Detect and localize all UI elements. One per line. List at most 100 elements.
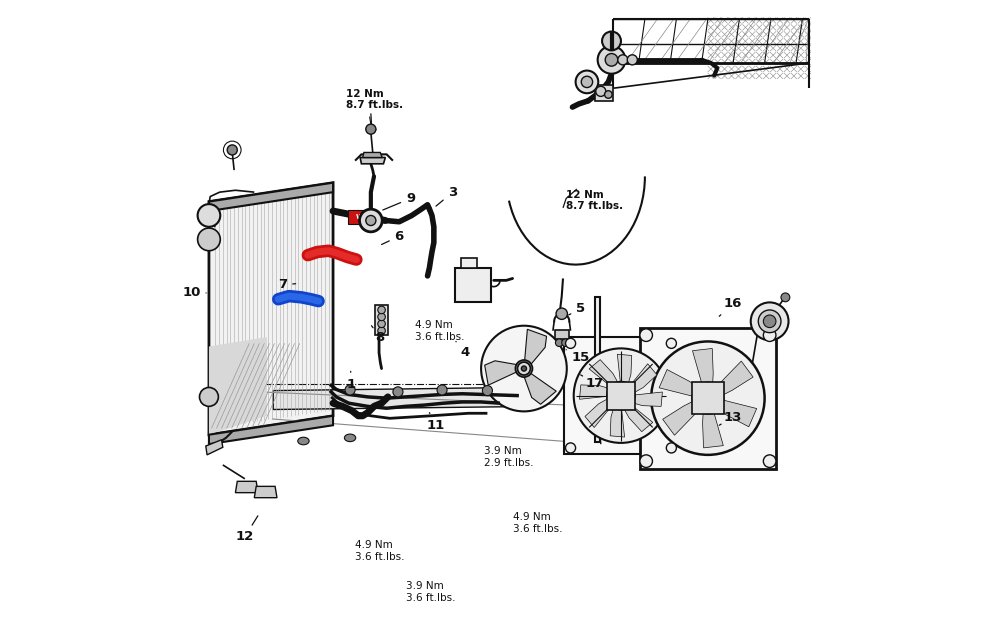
- Polygon shape: [209, 183, 333, 435]
- Polygon shape: [692, 348, 713, 391]
- Circle shape: [481, 326, 567, 411]
- Polygon shape: [360, 158, 385, 164]
- Text: 16: 16: [719, 297, 742, 316]
- Text: 9: 9: [383, 192, 415, 210]
- Circle shape: [651, 341, 765, 455]
- Circle shape: [562, 339, 569, 346]
- Circle shape: [199, 387, 218, 406]
- Text: 12 Nm
8.7 ft.lbs.: 12 Nm 8.7 ft.lbs.: [566, 190, 623, 211]
- Bar: [594, 297, 600, 442]
- Polygon shape: [703, 406, 723, 448]
- Circle shape: [700, 390, 716, 406]
- Circle shape: [345, 385, 355, 395]
- Polygon shape: [713, 361, 753, 398]
- Bar: [564, 337, 678, 454]
- Circle shape: [614, 389, 628, 403]
- Polygon shape: [610, 401, 625, 437]
- Text: 15: 15: [566, 350, 590, 364]
- Circle shape: [666, 338, 676, 348]
- Ellipse shape: [344, 434, 356, 442]
- Circle shape: [627, 55, 637, 65]
- Polygon shape: [617, 354, 632, 391]
- Text: 4.9 Nm
3.6 ft.lbs.: 4.9 Nm 3.6 ft.lbs.: [513, 512, 562, 534]
- Text: 3.9 Nm
3.6 ft.lbs.: 3.9 Nm 3.6 ft.lbs.: [406, 581, 455, 603]
- Circle shape: [378, 320, 385, 328]
- Circle shape: [198, 204, 220, 227]
- Text: 4.9 Nm
3.6 ft.lbs.: 4.9 Nm 3.6 ft.lbs.: [415, 320, 464, 341]
- Circle shape: [515, 360, 533, 377]
- Circle shape: [763, 455, 776, 467]
- Ellipse shape: [298, 437, 309, 445]
- Circle shape: [781, 293, 790, 302]
- Polygon shape: [589, 360, 621, 391]
- Text: 10: 10: [182, 287, 206, 299]
- Polygon shape: [525, 329, 547, 365]
- Text: 12: 12: [236, 516, 258, 543]
- Bar: [594, 85, 613, 101]
- Text: 4: 4: [456, 341, 470, 359]
- Circle shape: [198, 228, 220, 251]
- Bar: [455, 268, 491, 302]
- Circle shape: [227, 145, 237, 155]
- Circle shape: [378, 306, 385, 314]
- Bar: [375, 305, 388, 335]
- Text: 13: 13: [719, 411, 742, 425]
- Polygon shape: [626, 392, 662, 406]
- Circle shape: [576, 71, 598, 93]
- Bar: [692, 382, 724, 414]
- Text: 17: 17: [581, 375, 604, 389]
- Text: 7: 7: [278, 278, 296, 291]
- Circle shape: [566, 443, 576, 453]
- Polygon shape: [235, 481, 258, 493]
- Circle shape: [566, 338, 576, 348]
- Circle shape: [378, 313, 385, 321]
- Circle shape: [521, 366, 527, 371]
- Polygon shape: [209, 337, 267, 435]
- Circle shape: [574, 348, 668, 443]
- Circle shape: [692, 382, 724, 414]
- Polygon shape: [621, 401, 653, 432]
- Polygon shape: [663, 398, 703, 435]
- Circle shape: [596, 86, 606, 96]
- Circle shape: [751, 302, 789, 340]
- Circle shape: [640, 329, 652, 341]
- Polygon shape: [524, 373, 556, 404]
- Text: 3: 3: [436, 186, 457, 206]
- Circle shape: [555, 339, 563, 346]
- Polygon shape: [206, 440, 223, 455]
- Polygon shape: [254, 486, 277, 498]
- Polygon shape: [585, 396, 616, 428]
- Circle shape: [437, 385, 447, 395]
- Circle shape: [598, 46, 625, 74]
- Circle shape: [556, 308, 567, 319]
- Text: 5: 5: [569, 302, 585, 315]
- Polygon shape: [209, 183, 333, 211]
- Text: 1: 1: [346, 371, 355, 391]
- Polygon shape: [626, 364, 657, 396]
- Circle shape: [605, 91, 612, 98]
- Circle shape: [518, 362, 530, 375]
- Circle shape: [763, 329, 776, 341]
- Polygon shape: [273, 387, 541, 410]
- Bar: [555, 330, 569, 339]
- Text: W: W: [356, 214, 364, 220]
- Circle shape: [602, 32, 621, 50]
- Polygon shape: [209, 416, 333, 444]
- Circle shape: [763, 315, 776, 328]
- Circle shape: [758, 310, 781, 333]
- Text: 3.9 Nm
2.9 ft.lbs.: 3.9 Nm 2.9 ft.lbs.: [484, 446, 534, 467]
- Bar: [348, 210, 373, 224]
- Circle shape: [366, 215, 376, 226]
- Bar: [461, 258, 477, 268]
- Circle shape: [393, 387, 403, 397]
- Circle shape: [360, 209, 382, 232]
- Circle shape: [640, 455, 652, 467]
- Text: 11: 11: [427, 413, 445, 432]
- Polygon shape: [580, 385, 616, 399]
- Circle shape: [605, 54, 618, 66]
- Text: 8: 8: [371, 326, 385, 343]
- Circle shape: [607, 381, 635, 410]
- Polygon shape: [363, 152, 382, 158]
- Text: 12 Nm
8.7 ft.lbs.: 12 Nm 8.7 ft.lbs.: [346, 89, 403, 110]
- Circle shape: [378, 327, 385, 335]
